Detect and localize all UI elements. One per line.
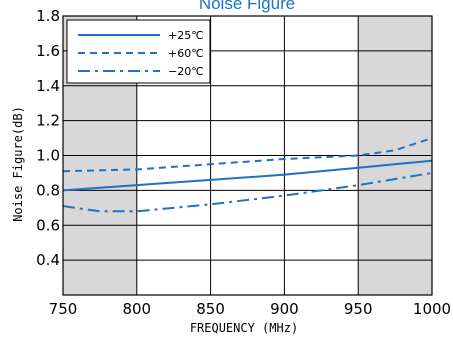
legend-box [66,19,211,84]
series-line-0 [62,159,433,192]
y-axis-label: Noise Figure(dB) [11,106,25,222]
series-lines [62,137,433,213]
x-tick-label-4: 950 [344,300,373,318]
x-tick-label-3: 900 [270,300,299,318]
tick-labels: 750 800 850 900 950 1000 0.4 0.6 0.8 1.0 1.2 1.4 1.6… [36,7,451,318]
x-axis-label: FREQUENCY (MHz) [190,321,298,335]
y-tick-label-7: 1.8 [36,7,60,25]
series-line-1 [62,137,433,173]
x-tick-label-5: 1000 [413,300,451,318]
x-tick-label-2: 850 [196,300,225,318]
legend: +25℃ +60℃ −20℃ [66,19,211,84]
y-tick-label-3: 1.0 [36,147,60,165]
legend-label-2: −20℃ [168,65,204,78]
x-tick-label-0: 750 [49,300,78,318]
legend-label-1: +60℃ [168,47,204,60]
y-tick-label-6: 1.6 [36,42,60,60]
y-tick-label-1: 0.6 [36,216,60,234]
y-tick-label-0: 0.4 [36,251,60,269]
y-tick-label-5: 1.4 [36,77,60,95]
grid [63,16,432,295]
chart-title: Noise Figure [199,0,295,13]
legend-label-0: +25℃ [168,29,204,42]
y-tick-label-4: 1.2 [36,112,60,130]
x-tick-label-1: 800 [122,300,151,318]
plot-frame [62,15,433,296]
y-tick-label-2: 0.8 [36,181,60,199]
